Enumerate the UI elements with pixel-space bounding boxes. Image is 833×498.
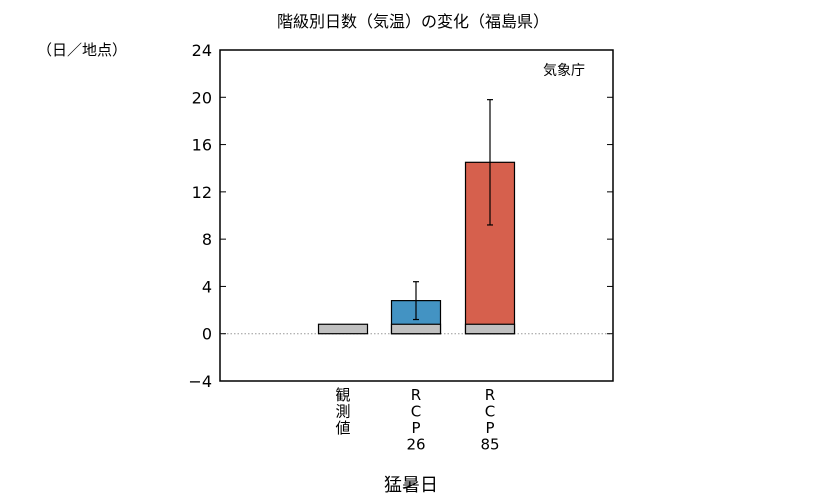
category-label-rcp85: R C P 85 — [480, 386, 499, 454]
y-tick-label: 4 — [202, 277, 212, 296]
x-axis-label: 猛暑日 — [384, 475, 438, 496]
plot-area: 24 20 16 12 8 4 0 −4 観測値 R C P 26 R C P 85 — [188, 41, 614, 454]
y-tick-label: −4 — [188, 372, 212, 391]
y-tick-label: 20 — [192, 88, 212, 107]
category-label-rcp26: R C P 26 — [406, 386, 425, 454]
bar-obs — [317, 323, 369, 335]
y-tick-label: 24 — [192, 41, 212, 60]
y-tick-label: 16 — [192, 136, 212, 155]
bar-base-rcp26 — [390, 323, 442, 335]
y-tick-label: 12 — [192, 183, 212, 202]
y-tick-label: 8 — [202, 230, 212, 249]
y-tick-label: 0 — [202, 325, 212, 344]
category-label-obs: 観測値 — [335, 386, 350, 437]
plot-frame — [219, 49, 614, 382]
bar-base-rcp85 — [464, 323, 516, 335]
source-label: 気象庁 — [543, 63, 585, 79]
chart-title: 階級別日数（気温）の変化（福島県） — [277, 12, 549, 31]
unit-label: （日／地点） — [37, 41, 127, 59]
